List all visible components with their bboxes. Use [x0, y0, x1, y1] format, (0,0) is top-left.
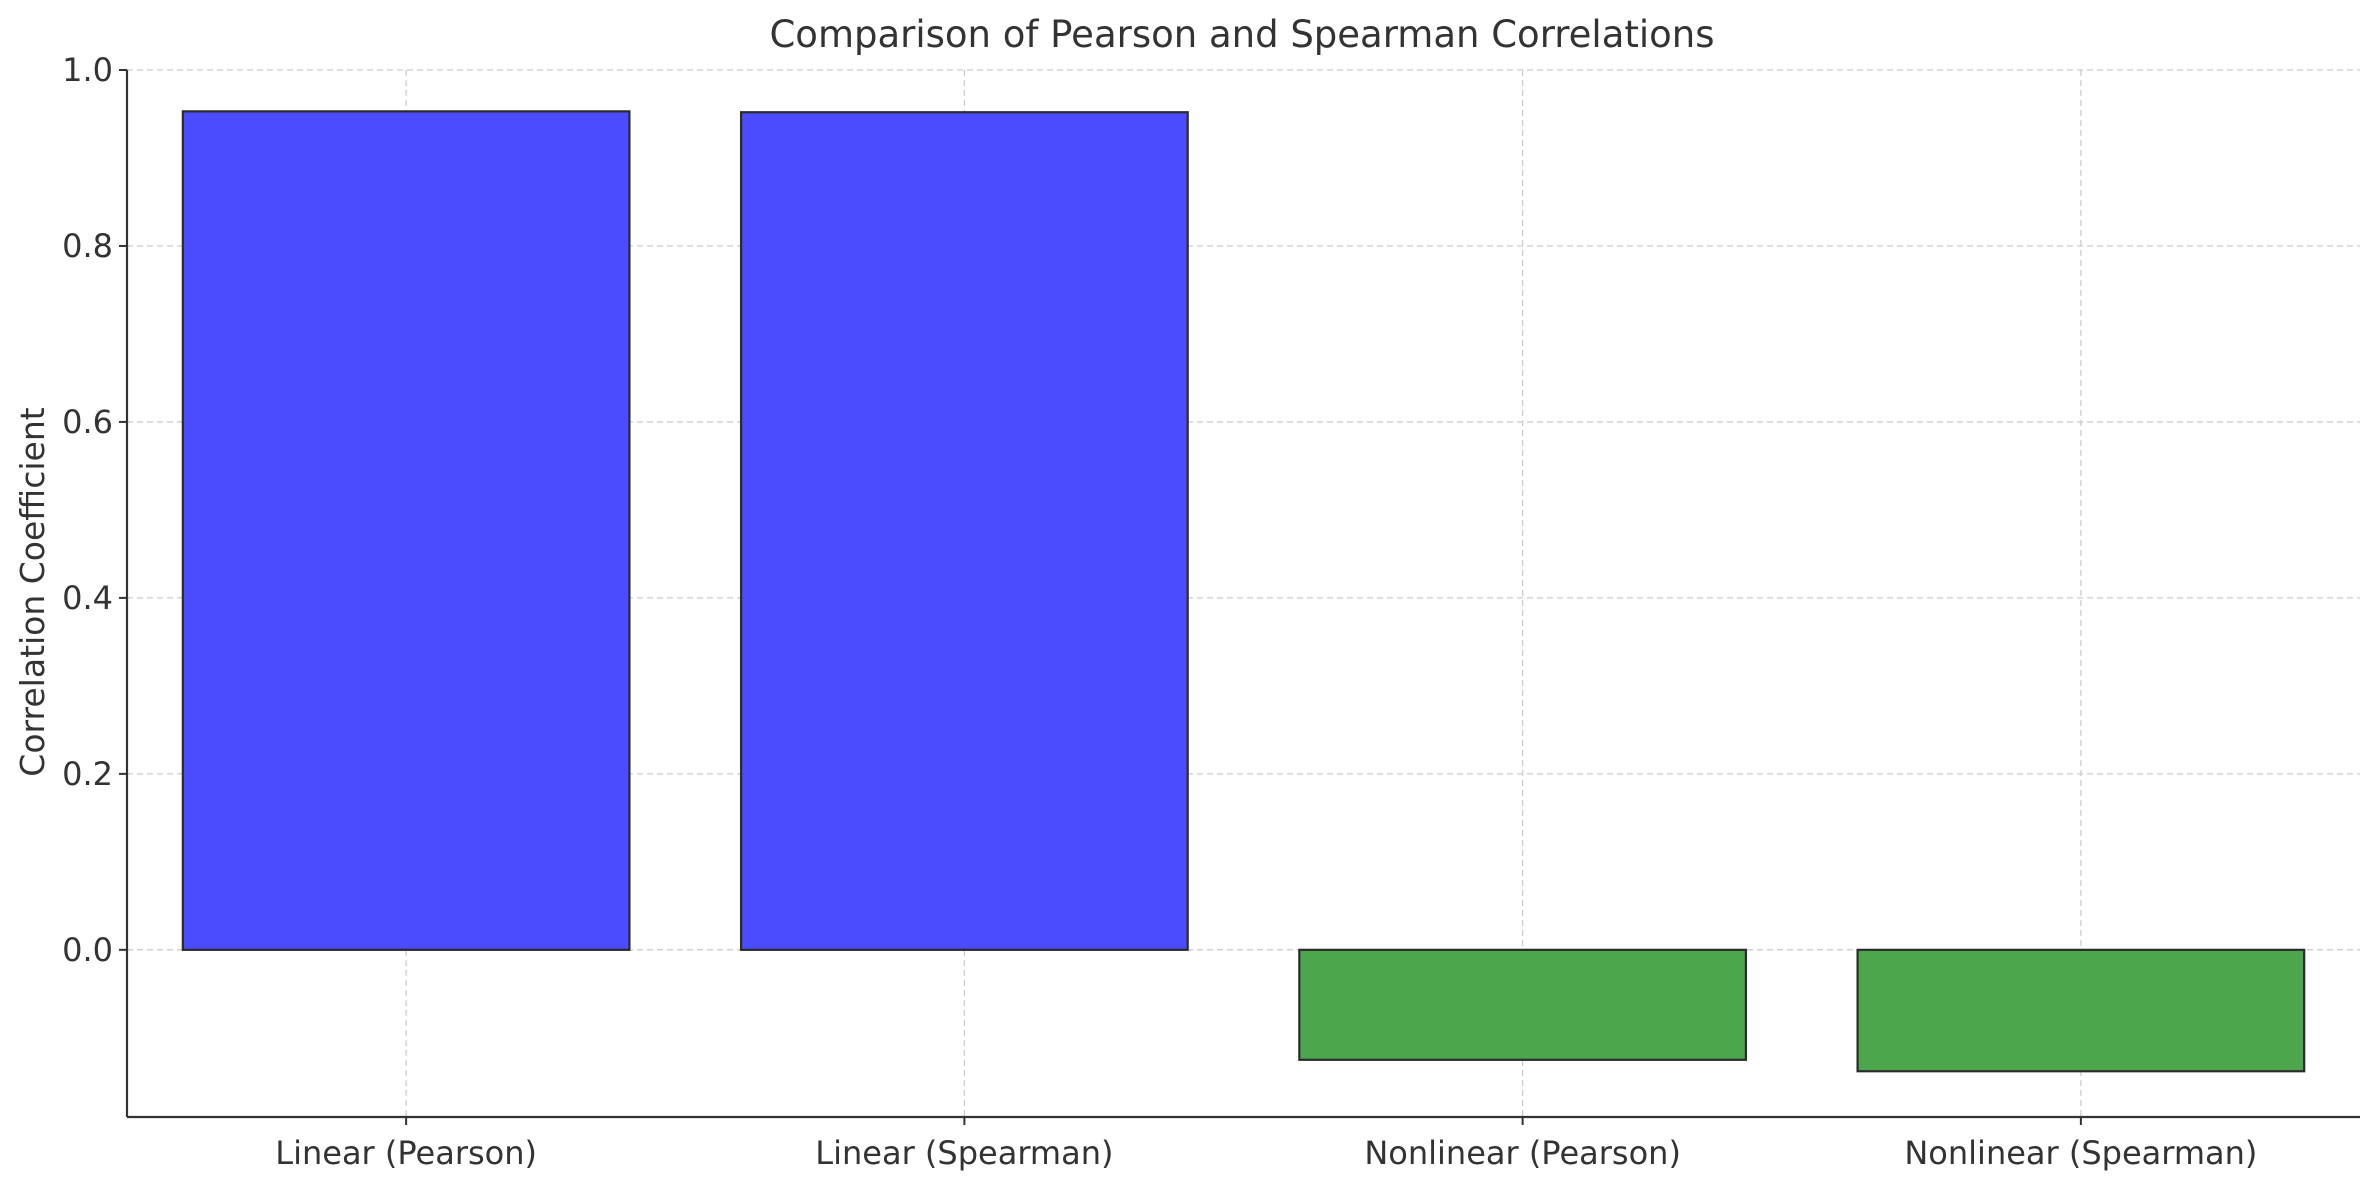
y-axis-ticks: 0.0 0.2 0.4 0.6 0.8 1.0 [62, 51, 127, 969]
bars [181, 110, 2306, 1073]
y-tick-label: 1.0 [62, 51, 113, 89]
y-tick-label: 0.4 [62, 579, 113, 617]
x-tick-label: Linear (Spearman) [815, 1134, 1113, 1172]
bar [181, 110, 631, 951]
bar [1856, 948, 2306, 1073]
y-tick-label: 0.0 [62, 931, 113, 969]
y-tick-label: 0.8 [62, 227, 113, 265]
x-tick-label: Linear (Pearson) [275, 1134, 537, 1172]
x-tick-label: Nonlinear (Spearman) [1904, 1134, 2257, 1172]
x-tick-label: Nonlinear (Pearson) [1364, 1134, 1681, 1172]
x-axis-ticks: Linear (Pearson) Linear (Spearman) Nonline… [275, 1117, 2257, 1172]
bar [739, 111, 1189, 951]
y-tick-label: 0.6 [62, 403, 113, 441]
axes [125, 70, 2360, 1119]
chart-title: Comparison of Pearson and Spearman Corre… [769, 13, 1714, 56]
y-tick-label: 0.2 [62, 755, 113, 793]
y-axis-label: Correlation Coefficient [13, 407, 52, 776]
bar [1298, 948, 1748, 1061]
